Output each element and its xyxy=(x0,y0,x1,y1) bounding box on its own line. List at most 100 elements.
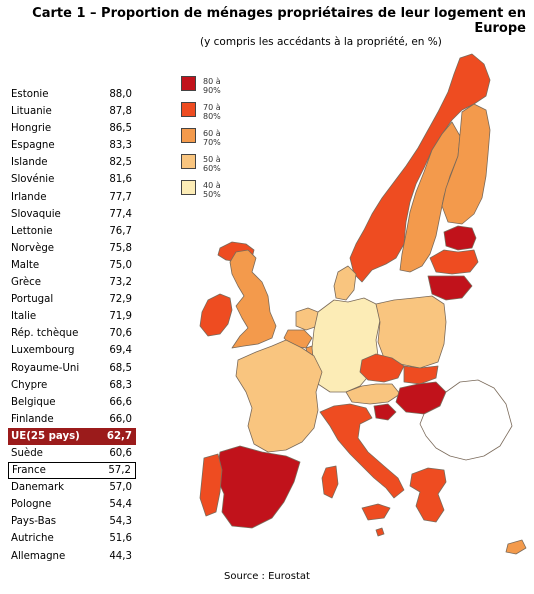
ranking-row: Grèce 73,2 xyxy=(8,274,136,291)
ranking-value: 72,9 xyxy=(109,294,132,306)
region-france xyxy=(235,339,323,453)
ranking-row: Pays-Bas 54,3 xyxy=(8,513,136,530)
ranking-country: Norvège xyxy=(11,242,55,254)
ranking-value: 88,0 xyxy=(109,89,132,100)
ranking-country: Italie xyxy=(11,311,37,323)
ranking-value: 54,4 xyxy=(109,499,132,511)
ranking-row: Lettonie 76,7 xyxy=(8,223,136,240)
ranking-value: 87,8 xyxy=(109,106,132,118)
region-lithuania xyxy=(427,275,473,301)
legend-swatch xyxy=(181,180,196,195)
ranking-row: Finlande 66,0 xyxy=(8,411,136,428)
ranking-country: Portugal xyxy=(11,294,54,306)
legend-label: 40 à 50% xyxy=(203,181,221,199)
region-spain xyxy=(215,445,301,529)
ranking-country: Luxembourg xyxy=(11,345,75,357)
region-slovakia xyxy=(403,365,439,385)
ranking-country: Pays-Bas xyxy=(11,516,57,528)
region-greece xyxy=(409,467,447,523)
ranking-row: Pologne 54,4 xyxy=(8,496,136,513)
ranking-value: 70,6 xyxy=(109,328,132,340)
ranking-country: Allemagne xyxy=(11,550,66,562)
legend-label: 80 à 90% xyxy=(203,77,221,95)
ranking-country: Pologne xyxy=(11,499,52,511)
ranking-country: Danemark xyxy=(11,482,65,494)
ranking-country: Belgique xyxy=(11,396,56,408)
ranking-value: 77,7 xyxy=(109,191,132,203)
ranking-country: Suède xyxy=(11,447,43,459)
ranking-country: Islande xyxy=(11,157,48,169)
ranking-row: Autriche 51,6 xyxy=(8,530,136,547)
region-portugal xyxy=(199,453,223,517)
legend-swatch xyxy=(181,102,196,117)
ranking-country: France xyxy=(12,465,46,477)
ranking-row: Portugal 72,9 xyxy=(8,291,136,308)
ranking-row: Irlande 77,7 xyxy=(8,189,136,206)
region-czech xyxy=(359,353,405,383)
ranking-value: 73,2 xyxy=(109,277,132,289)
ranking-row: Slovénie 81,6 xyxy=(8,171,136,188)
ranking-value: 71,9 xyxy=(109,311,132,323)
ranking-row: Chypre 68,3 xyxy=(8,377,136,394)
ranking-country: Espagne xyxy=(11,140,55,152)
ranking-row-france: France 57,2 xyxy=(8,462,136,480)
source-note: Source : Eurostat xyxy=(224,571,310,582)
ranking-value: 57,2 xyxy=(108,465,131,477)
ranking-value: 83,3 xyxy=(109,140,132,152)
ranking-value: 60,6 xyxy=(109,447,132,459)
ranking-row-eu: UE(25 pays) 62,7 xyxy=(8,427,136,445)
ranking-country: Lettonie xyxy=(11,225,53,237)
region-norway xyxy=(349,53,491,283)
ranking-value: 54,3 xyxy=(109,516,132,528)
ranking-value: 57,0 xyxy=(109,482,132,494)
ranking-value: 62,7 xyxy=(106,430,132,442)
region-slovenia xyxy=(373,403,397,421)
ranking-row: Malte 75,0 xyxy=(8,257,136,274)
ranking-country: Estonie xyxy=(11,89,49,100)
region-uk xyxy=(229,249,277,349)
ranking-country: Lituanie xyxy=(11,106,52,118)
ranking-row: Norvège 75,8 xyxy=(8,240,136,257)
region-poland xyxy=(375,295,447,369)
ranking-row: Islande 82,5 xyxy=(8,154,136,171)
ranking-country: Hongrie xyxy=(11,123,52,135)
region-sicily xyxy=(361,503,391,521)
region-estonia xyxy=(443,225,477,251)
ranking-value: 51,6 xyxy=(109,533,132,545)
ranking-row: Lituanie 87,8 xyxy=(8,103,136,120)
ranking-row: Luxembourg 69,4 xyxy=(8,342,136,359)
ranking-country: Malte xyxy=(11,259,40,271)
ranking-value: 75,0 xyxy=(109,259,132,271)
ranking-country: Grèce xyxy=(11,277,41,289)
ranking-country: Finlande xyxy=(11,413,54,425)
ranking-list: Estonie 88,0 Lituanie 87,8 Hongrie 86,5 Espagn… xyxy=(8,86,136,565)
ranking-value: 81,6 xyxy=(109,174,132,186)
ranking-value: 76,7 xyxy=(109,225,132,237)
region-malta xyxy=(375,527,385,537)
ranking-country: Royaume-Uni xyxy=(11,362,80,374)
ranking-row: Royaume-Uni 68,5 xyxy=(8,360,136,377)
ranking-country: Chypre xyxy=(11,379,48,391)
region-cyprus xyxy=(505,539,527,555)
legend-label: 70 à 80% xyxy=(203,103,221,121)
ranking-row: Espagne 83,3 xyxy=(8,137,136,154)
ranking-country: Slovénie xyxy=(11,174,55,186)
ranking-value: 82,5 xyxy=(109,157,132,169)
ranking-row: Danemark 57,0 xyxy=(8,479,136,496)
legend-label: 60 à 70% xyxy=(203,129,221,147)
region-ireland xyxy=(199,293,233,337)
map-subtitle: (y compris les accédants à la propriété,… xyxy=(200,36,442,48)
legend-swatch xyxy=(181,154,196,169)
region-unclassified-east xyxy=(419,379,513,461)
ranking-value: 66,0 xyxy=(109,413,132,425)
ranking-value: 66,6 xyxy=(109,396,132,408)
ranking-country: Autriche xyxy=(11,533,54,545)
ranking-row: Estonie 88,0 xyxy=(8,86,136,103)
ranking-country: Slovaquie xyxy=(11,208,61,220)
region-denmark xyxy=(333,265,357,301)
ranking-row: Hongrie 86,5 xyxy=(8,120,136,137)
legend-swatch xyxy=(181,76,196,91)
legend-label: 50 à 60% xyxy=(203,155,221,173)
region-finland xyxy=(441,103,491,225)
